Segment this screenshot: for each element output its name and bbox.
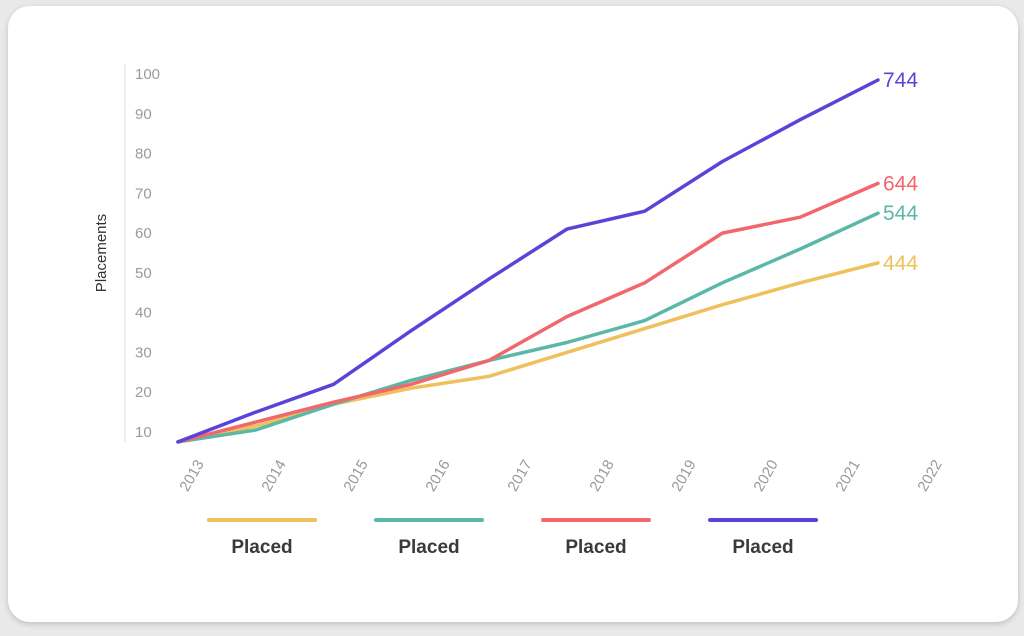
legend-label: Placed [565,537,626,558]
y-axis-label: Placements [93,214,110,292]
end-value-label: 644 [883,172,918,195]
x-tick-label: 2015 [340,457,371,494]
series-line-1 [176,261,880,444]
legend-label: Placed [398,537,459,558]
legend-label: Placed [231,537,292,558]
series-line-3 [176,181,880,444]
x-tick-label: 2013 [176,457,207,494]
x-tick-label: 2018 [586,457,617,494]
series-line-4 [176,78,880,444]
y-tick-label: 10 [135,424,152,441]
series-lines [176,78,880,444]
y-tick-label: 30 [135,344,152,361]
x-tick-label: 2017 [504,457,535,494]
y-tick-label: 90 [135,106,152,123]
legend: Placed Placed Placed Placed [207,518,818,558]
x-tick-label: 2019 [668,457,699,494]
y-tick-labels: 10 20 30 40 50 60 70 80 90 100 [135,66,160,441]
end-value-label: 744 [883,69,918,92]
y-tick-label: 80 [135,146,152,163]
end-value-labels: 444 544 644 744 [883,69,918,275]
x-tick-label: 2021 [832,457,863,494]
x-tick-label: 2014 [258,457,289,494]
y-tick-label: 40 [135,305,152,322]
y-tick-label: 20 [135,384,152,401]
legend-label: Placed [732,537,793,558]
series-line-2 [176,211,880,444]
x-tick-label: 2016 [422,457,453,494]
y-tick-label: 100 [135,66,160,83]
chart-card [8,6,1018,622]
x-tick-labels: 2013 2014 2015 2016 2017 2018 2019 2020 2021 2022 [176,457,945,494]
end-value-label: 544 [883,202,918,225]
y-tick-label: 60 [135,225,152,242]
end-value-label: 444 [883,252,918,275]
y-tick-label: 50 [135,265,152,282]
x-tick-label: 2020 [750,457,781,494]
x-tick-label: 2022 [914,457,945,494]
y-tick-label: 70 [135,185,152,202]
